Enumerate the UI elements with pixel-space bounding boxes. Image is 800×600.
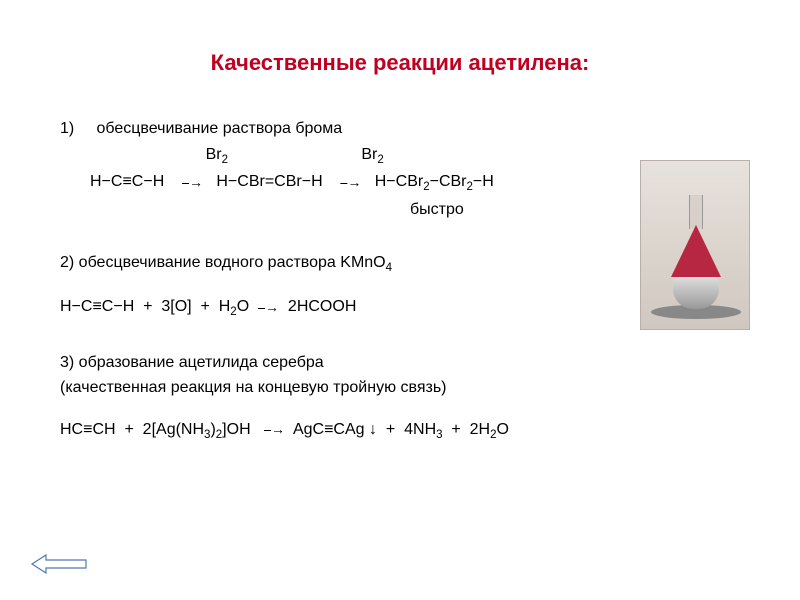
back-arrow-button[interactable] [30,553,90,575]
eq2-right: 2HCOOH [279,298,356,315]
section-2: 2) обесцвечивание водного раствора KMnO4… [60,250,740,321]
arrow-1b: ⎯→ [340,171,361,193]
section-3-equation: HC≡CH + 2[Ag(NH3)2]OH ⎯→ AgC≡CAg ↓ + 4NH… [60,417,740,445]
eq1-end3: −H [473,173,494,190]
eq3-l3: ]OH [222,421,264,438]
flask-illustration [640,160,750,330]
section-1-desc: обесцвечивание раствора брома [96,120,342,137]
section-3-heading-b: (качественная реакция на концевую тройну… [60,375,740,401]
eq3-r2: + 2H [443,421,491,438]
section-1-heading: 1) обесцвечивание раствора брома [60,116,740,142]
flask-image [640,160,750,330]
section-3-heading-a: 3) образование ацетилида серебра [60,350,740,376]
fast-label: быстро [410,201,464,218]
title-text: Качественные реакции ацетилена: [211,50,590,75]
section-2-text: 2) обесцвечивание водного раствора KMnO [60,254,386,271]
section-1-num: 1) [60,120,74,137]
br-left-sub: 2 [222,154,228,166]
arrow-3: ⎯→ [264,418,285,440]
br-right-sub: 2 [377,154,383,166]
section-3: 3) образование ацетилида серебра (качест… [60,350,740,445]
eq1-end2: −CBr [430,173,467,190]
section-1: 1) обесцвечивание раствора брома Br2 Br2… [60,116,740,222]
page-title: Качественные реакции ацетилена: [60,50,740,76]
eq2-mid: O [237,298,258,315]
eq1-mid: H−CBr=CBr−H [216,173,322,190]
section-2-heading: 2) обесцвечивание водного раствора KMnO4 [60,250,740,278]
eq3-r1: AgC≡CAg ↓ + 4NH [285,421,436,438]
eq1-end: H−CBr [375,173,423,190]
section-2-sub4: 4 [386,263,392,275]
flask-neck [689,195,703,229]
eq3-l1: HC≡CH + 2[Ag(NH [60,421,204,438]
br-right: Br [361,146,377,163]
arrow-1a: ⎯→ [182,171,203,193]
eq2-left: H−C≡C−H + 3[O] + H [60,298,230,315]
br-left: Br [206,146,222,163]
back-arrow-icon [30,553,90,575]
arrow-2: ⎯→ [258,296,279,318]
burner-body [673,277,719,309]
eq3-r3: O [497,421,509,438]
flask-liquid [671,225,721,277]
section-2-equation: H−C≡C−H + 3[O] + H2O ⎯→ 2HCOOH [60,294,740,322]
eq1-start: H−C≡C−H [90,173,164,190]
